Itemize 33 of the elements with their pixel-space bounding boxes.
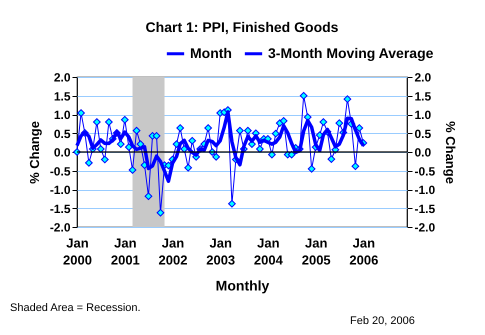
chart-title: Chart 1: PPI, Finished Goods	[146, 19, 339, 35]
y2-tick-label: -0.5	[414, 164, 436, 178]
x-tick-label: Jan 2003	[206, 236, 236, 268]
y2-tick-label: 2.0	[414, 70, 432, 84]
y2-tick-label: -2.0	[414, 220, 436, 234]
y2-tick-label: 1.5	[414, 89, 432, 104]
x-tick-label: Jan 2002	[158, 236, 188, 268]
text: Feb 20, 2006	[350, 315, 415, 327]
x-axis-title: Monthly	[216, 278, 270, 294]
y-axis-title: % Change	[26, 121, 42, 184]
y2-tick-label: -1.0	[414, 183, 436, 197]
y-tick-label: 0.5	[54, 126, 71, 141]
y-tick-label: -2.0	[50, 220, 71, 234]
y2-tick-label: -1.5	[414, 202, 436, 216]
y-tick-label: 2.0	[54, 70, 71, 84]
x-tick-label: Jan 2006	[349, 236, 378, 268]
legend-label: Month	[190, 44, 232, 61]
y2-axis-title: % Change	[443, 121, 458, 184]
x-tick-label: Jan 2000	[63, 236, 92, 268]
x-tick-label: Jan 2004	[254, 236, 284, 268]
y2-tick-label: 0.0	[414, 146, 432, 160]
y-tick-label: -1.5	[50, 202, 71, 216]
text: Shaded Area = Recession.	[10, 302, 141, 314]
y-tick-label: 0.0	[54, 146, 71, 160]
y-tick-label: -0.5	[50, 164, 71, 178]
x-tick-label: Jan 2005	[302, 236, 331, 268]
x-tick-label: Jan 2001	[110, 236, 140, 268]
y-tick-label: 1.0	[54, 108, 71, 122]
legend-label: 3-Month Moving Average	[268, 44, 434, 61]
y-tick-label: -1.0	[50, 183, 71, 197]
y2-tick-label: 1.0	[414, 108, 432, 122]
y2-tick-label: 0.5	[414, 126, 432, 141]
y-tick-label: 1.5	[54, 89, 71, 104]
